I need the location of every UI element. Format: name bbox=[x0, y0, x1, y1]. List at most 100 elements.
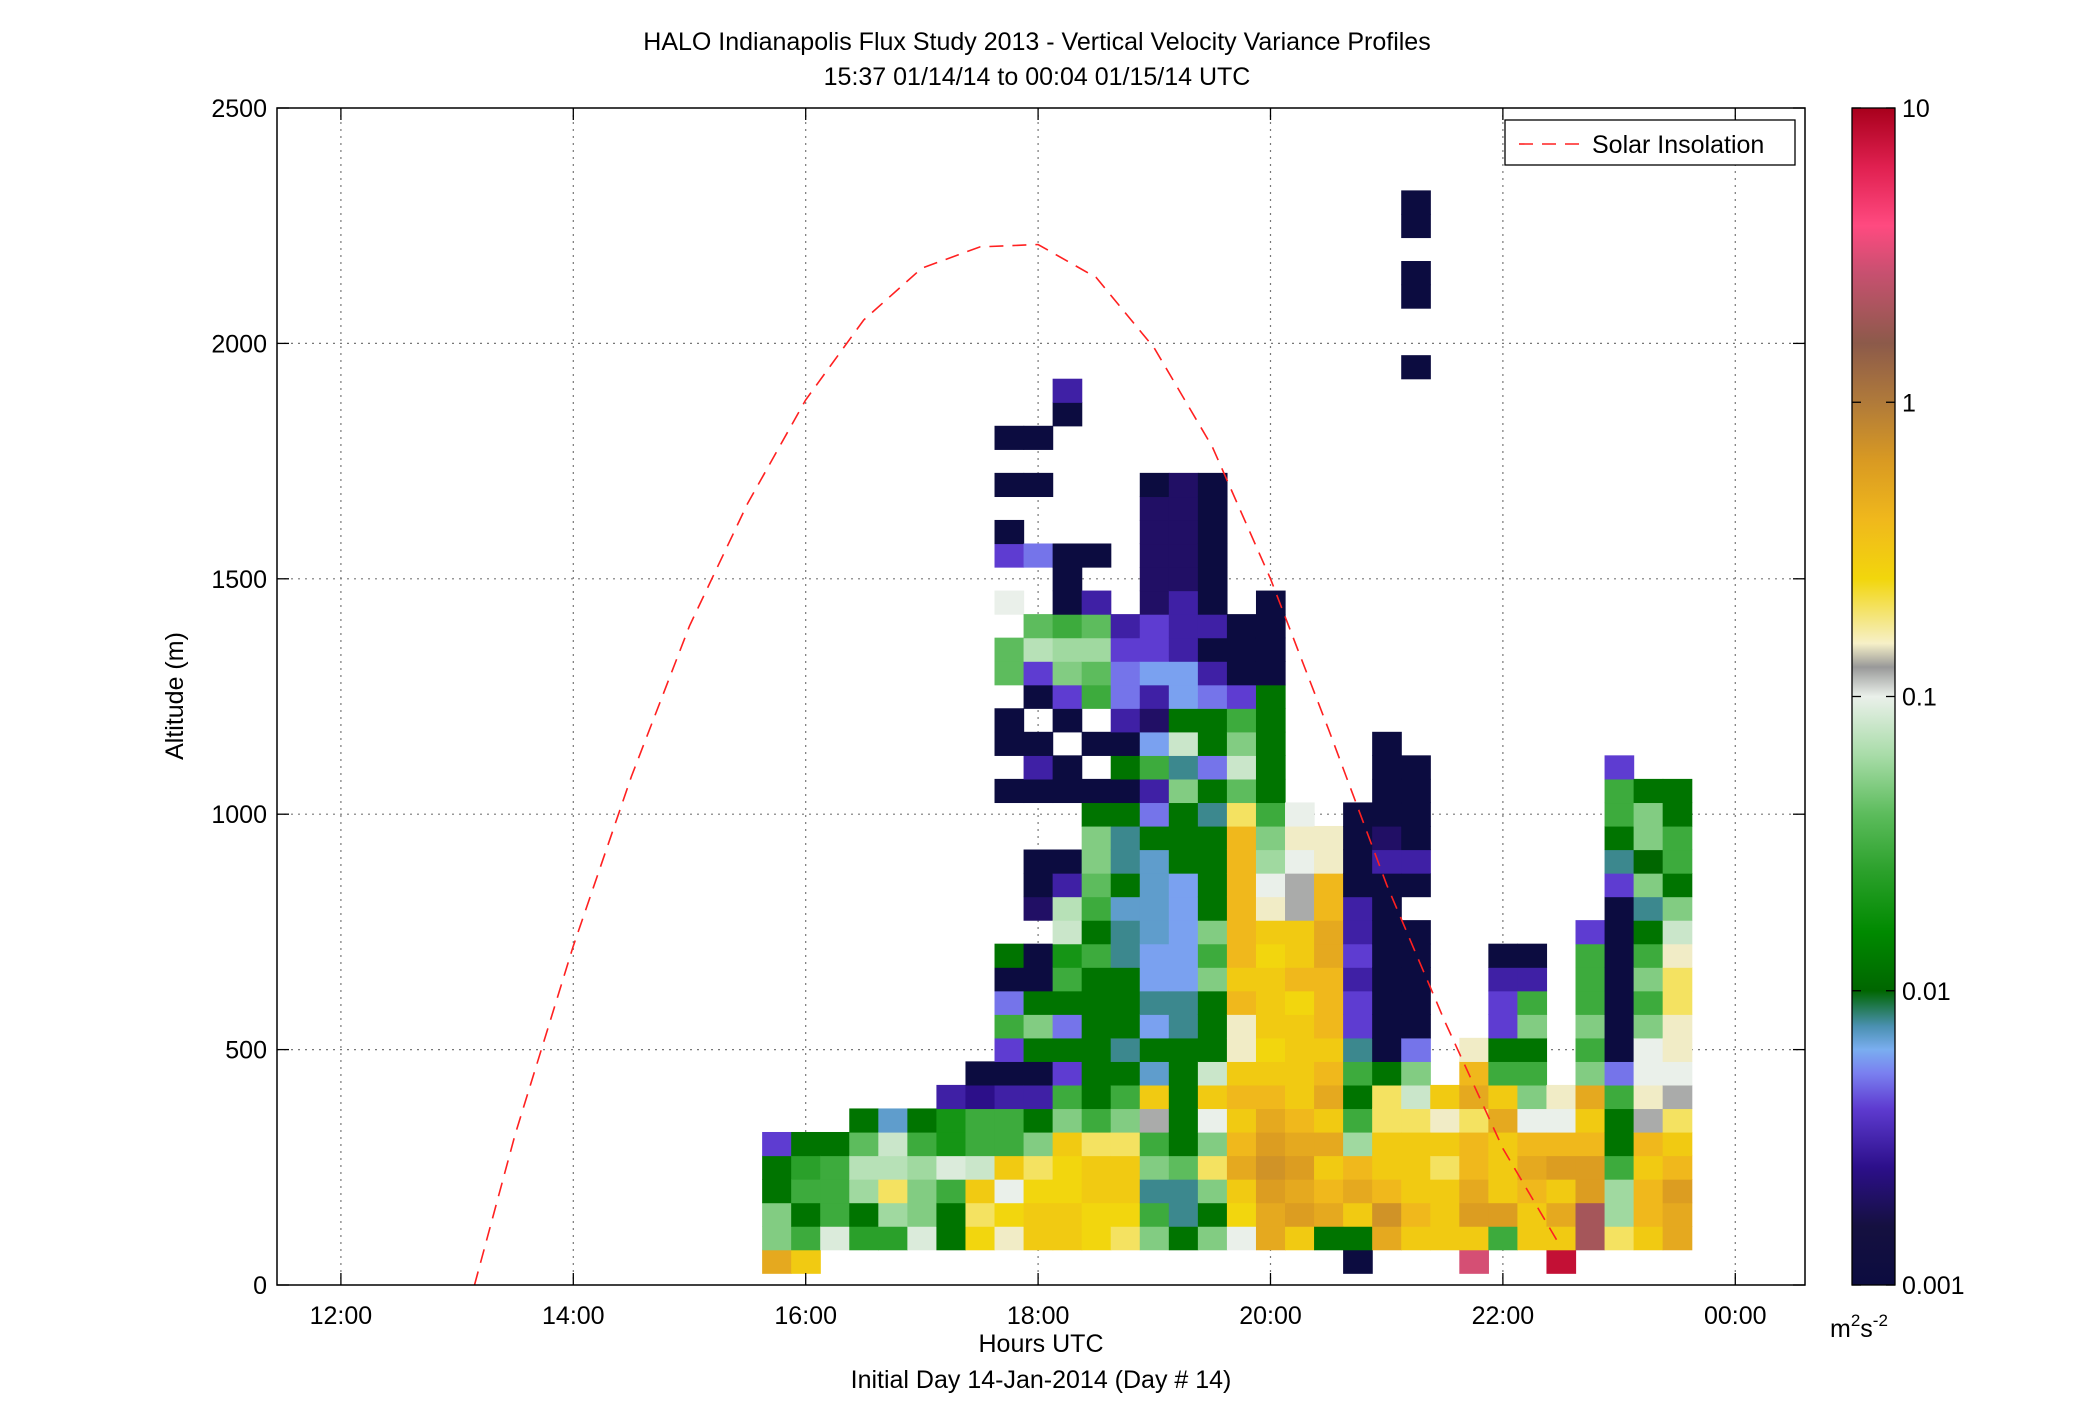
heatmap-cell bbox=[1255, 684, 1286, 709]
heatmap-cell bbox=[1633, 873, 1664, 898]
heatmap-cell bbox=[1023, 472, 1054, 498]
heatmap-cell bbox=[1662, 1014, 1693, 1039]
heatmap-cell bbox=[1314, 1061, 1344, 1086]
heatmap-cell bbox=[1081, 1037, 1112, 1062]
heatmap-cell bbox=[1343, 1249, 1373, 1274]
heatmap-cell bbox=[1226, 614, 1257, 639]
heatmap-cell bbox=[1168, 896, 1199, 921]
heatmap-cell bbox=[1139, 849, 1170, 874]
heatmap-cell bbox=[1633, 1131, 1664, 1157]
heatmap-cell bbox=[1052, 1037, 1083, 1062]
heatmap-cell bbox=[1517, 967, 1548, 992]
heatmap-cell bbox=[1633, 825, 1664, 851]
heatmap-cell bbox=[1226, 943, 1257, 968]
heatmap-cell bbox=[994, 943, 1025, 968]
heatmap-cell bbox=[1401, 873, 1431, 898]
heatmap-cell bbox=[1604, 849, 1635, 874]
heatmap-cell bbox=[1604, 920, 1635, 945]
heatmap-cell bbox=[1110, 825, 1141, 851]
heatmap-cell bbox=[1197, 778, 1228, 804]
heatmap-cell bbox=[1023, 1108, 1054, 1133]
heatmap-cell bbox=[1285, 990, 1315, 1015]
heatmap-cell bbox=[849, 1226, 879, 1251]
heatmap-cell bbox=[1255, 1155, 1286, 1180]
heatmap-cell bbox=[1488, 967, 1519, 992]
heatmap-cell bbox=[1023, 684, 1054, 709]
heatmap-cell bbox=[1052, 567, 1083, 592]
heatmap-cell bbox=[1662, 825, 1693, 851]
heatmap-cell bbox=[1285, 849, 1315, 874]
heatmap-cell bbox=[1081, 684, 1112, 709]
heatmap-cell bbox=[791, 1226, 821, 1251]
heatmap-cell bbox=[1168, 614, 1199, 639]
heatmap-cell bbox=[1255, 1131, 1286, 1157]
heatmap-cell bbox=[994, 1014, 1025, 1039]
heatmap-cell bbox=[1226, 1202, 1257, 1227]
heatmap-cell bbox=[1314, 849, 1344, 874]
heatmap-cell bbox=[1110, 1131, 1141, 1157]
heatmap-cell bbox=[1604, 1202, 1635, 1227]
heatmap-cell bbox=[994, 708, 1025, 733]
heatmap-cell bbox=[1575, 1131, 1606, 1157]
heatmap-cell bbox=[1401, 1084, 1431, 1110]
heatmap-cell bbox=[1401, 1037, 1431, 1062]
heatmap-cell bbox=[1197, 920, 1228, 945]
heatmap-cell bbox=[1052, 637, 1083, 662]
heatmap-cell bbox=[1255, 990, 1286, 1015]
heatmap-cell bbox=[1255, 1084, 1286, 1110]
heatmap-cell bbox=[1546, 1108, 1577, 1133]
heatmap-cell bbox=[1604, 1084, 1635, 1110]
heatmap-cell bbox=[1168, 1202, 1199, 1227]
heatmap-cell bbox=[1052, 849, 1083, 874]
heatmap-cell bbox=[1226, 731, 1257, 756]
heatmap-cell bbox=[1517, 1037, 1548, 1062]
heatmap-cell bbox=[1168, 1131, 1199, 1157]
heatmap-cell bbox=[1488, 1037, 1519, 1062]
heatmap-cell bbox=[1604, 943, 1635, 968]
heatmap-cell bbox=[1052, 378, 1083, 403]
heatmap-cell bbox=[791, 1202, 821, 1227]
heatmap-cell bbox=[1023, 425, 1054, 450]
heatmap-cell bbox=[1023, 1131, 1054, 1157]
heatmap-cell bbox=[1081, 1226, 1112, 1251]
heatmap-cell bbox=[1110, 920, 1141, 945]
heatmap-cell bbox=[1139, 661, 1170, 686]
heatmap-cell bbox=[1285, 920, 1315, 945]
legend-box bbox=[1504, 119, 1796, 166]
heatmap-cell bbox=[1255, 1108, 1286, 1133]
heatmap-cell bbox=[1139, 778, 1170, 804]
heatmap-cell bbox=[1633, 1226, 1664, 1251]
heatmap-cell bbox=[1023, 849, 1054, 874]
heatmap-cell bbox=[1633, 967, 1664, 992]
heatmap-cell bbox=[1168, 967, 1199, 992]
heatmap-cell bbox=[1459, 1155, 1489, 1180]
heatmap-cell bbox=[1110, 896, 1141, 921]
heatmap-cell bbox=[762, 1155, 792, 1180]
heatmap-cell bbox=[1226, 1061, 1257, 1086]
heatmap-cell bbox=[1430, 1108, 1460, 1133]
heatmap-cell bbox=[1081, 943, 1112, 968]
heatmap-cell bbox=[1081, 543, 1112, 568]
heatmap-cell bbox=[1314, 1179, 1344, 1204]
heatmap-cell bbox=[1372, 778, 1402, 804]
heatmap-cell bbox=[1662, 1061, 1693, 1086]
heatmap-cell bbox=[1139, 496, 1170, 521]
heatmap-cell bbox=[1401, 849, 1431, 874]
heatmap-cell bbox=[1023, 755, 1054, 780]
heatmap-cell bbox=[1285, 1202, 1315, 1227]
heatmap-cell bbox=[1604, 990, 1635, 1015]
heatmap-cell bbox=[1575, 1226, 1606, 1251]
heatmap-cell bbox=[1052, 684, 1083, 709]
heatmap-cell bbox=[1255, 755, 1286, 780]
heatmap-cell bbox=[1459, 1037, 1489, 1062]
heatmap-cell bbox=[1662, 873, 1693, 898]
heatmap-cell bbox=[1343, 896, 1373, 921]
heatmap-cell bbox=[1052, 661, 1083, 686]
heatmap-cell bbox=[1430, 1179, 1460, 1204]
heatmap-cell bbox=[1139, 1061, 1170, 1086]
heatmap-cell bbox=[1052, 943, 1083, 968]
heatmap-cell bbox=[1081, 1084, 1112, 1110]
heatmap-cell bbox=[936, 1202, 967, 1227]
heatmap-cell bbox=[1662, 943, 1693, 968]
heatmap-cell bbox=[1517, 943, 1548, 968]
